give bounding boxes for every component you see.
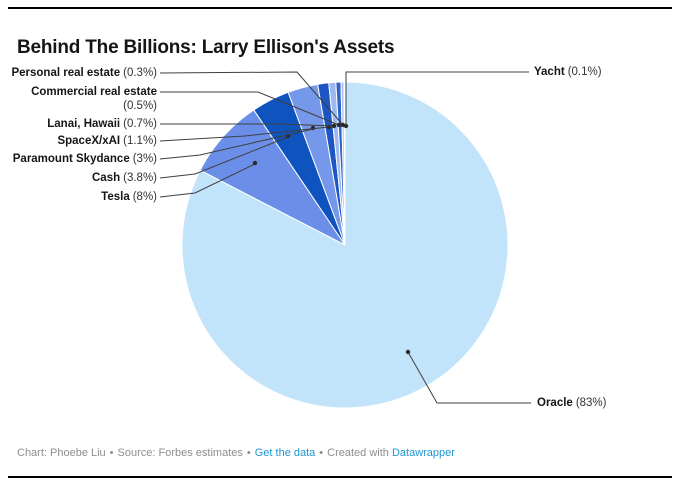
leader-line-cash: [159, 136, 289, 179]
pie-slice-yacht[interactable]: [343, 81, 346, 246]
leader-line-oracle: [407, 351, 531, 404]
label-tesla: Tesla (8%): [101, 191, 157, 203]
datawrapper-link[interactable]: Datawrapper: [391, 447, 455, 459]
label-cash: Cash (3.8%): [92, 172, 157, 184]
label-lanai-hawaii: Lanai, Hawaii (0.7%): [47, 118, 157, 130]
footer-credits: Chart: Phoebe Liu • Source: Forbes estimat…: [17, 447, 455, 459]
label-personal-real-estate: Personal real estate (0.3%): [11, 67, 157, 79]
leader-line-yacht: [345, 71, 529, 126]
bottom-border-rule: [8, 476, 672, 478]
leader-dot-yacht: [343, 123, 349, 129]
chart-credit: Chart: Phoebe Liu: [17, 447, 106, 459]
top-border-rule: [8, 7, 672, 9]
label-paramount-skydance: Paramount Skydance (3%): [12, 153, 157, 165]
label-oracle: Oracle (83%): [537, 397, 607, 409]
label-spacex-xai: SpaceX/xAI (1.1%): [57, 135, 157, 147]
leader-dot-lanai-hawaii: [331, 123, 337, 129]
label-commercial-real-estate: Commercial real estate (0.5%): [31, 86, 157, 112]
leader-line-spacex-xai: [159, 126, 330, 142]
get-the-data-link[interactable]: Get the data: [254, 447, 316, 459]
chart-title: Behind The Billions: Larry Ellison's Ass…: [17, 36, 395, 58]
leader-line-personal-real-estate: [159, 71, 344, 126]
created-with-text: Created with: [327, 447, 389, 459]
leader-line-commercial-real-estate: [160, 91, 340, 126]
leader-dot-commercial-real-estate: [336, 122, 342, 128]
leader-dot-paramount-skydance: [310, 125, 316, 131]
source-credit: Source: Forbes estimates: [117, 447, 243, 459]
label-yacht: Yacht (0.1%): [534, 66, 602, 78]
leader-line-tesla: [159, 163, 256, 198]
leader-line-lanai-hawaii: [160, 123, 335, 127]
leader-dot-oracle: [405, 349, 411, 355]
leader-line-paramount-skydance: [159, 128, 314, 160]
leader-dot-tesla: [252, 160, 258, 166]
